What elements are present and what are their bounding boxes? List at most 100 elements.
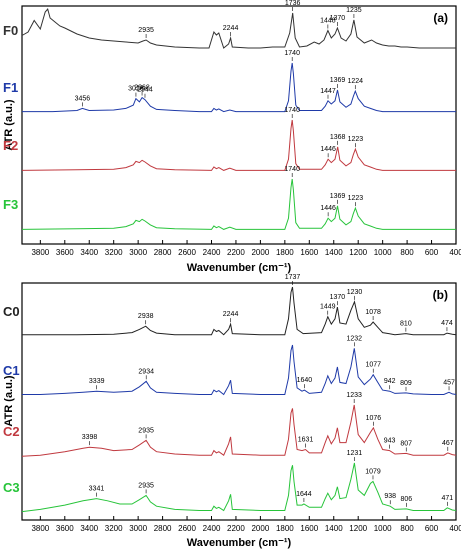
x-tick-label: 800: [400, 524, 414, 533]
x-tick-label: 3000: [129, 524, 147, 533]
peak-label: 806: [401, 496, 413, 503]
peak-label: 938: [384, 493, 396, 500]
y-axis-title: ATR (a.u.): [3, 375, 15, 426]
x-tick-label: 1400: [325, 524, 343, 533]
x-tick-label: 2000: [251, 248, 269, 257]
peak-label: 1077: [365, 362, 381, 369]
peak-label: 1368: [330, 134, 346, 141]
x-tick-label: 2800: [154, 524, 172, 533]
x-tick-label: 3600: [56, 524, 74, 533]
peak-label: 1740: [284, 50, 300, 57]
peak-label: 3456: [75, 95, 91, 102]
x-tick-label: 1600: [300, 248, 318, 257]
x-tick-label: 3800: [31, 248, 49, 257]
x-tick-label: 1000: [374, 524, 392, 533]
x-tick-label: 3600: [56, 248, 74, 257]
peak-label: 1446: [320, 146, 336, 153]
series-label-F0: F0: [3, 23, 18, 38]
series-line-F0: [21, 7, 456, 49]
peak-label: 1737: [285, 274, 301, 281]
x-tick-label: 1600: [300, 524, 318, 533]
panel-label: (a): [433, 11, 448, 25]
peak-label: 1446: [320, 205, 336, 212]
panel-a: 3800 3600 3400 3200 3000 2800 2600 2400 2200 2000…: [3, 0, 461, 274]
peak-label: 2935: [138, 27, 154, 34]
series-label-C0: C0: [3, 304, 20, 319]
series-line-C3: [21, 462, 457, 513]
x-tick-label: 2400: [203, 524, 221, 533]
panel-b: 3800 3600 3400 3200 3000 2800 2600 2400 2200 2000…: [3, 274, 461, 549]
peak-label: 809: [400, 380, 412, 387]
peak-label: 3341: [89, 486, 105, 493]
x-tick-label: 1000: [374, 248, 392, 257]
x-tick-label: 1200: [349, 524, 367, 533]
peak-label: 1369: [330, 77, 346, 84]
peak-label: 2244: [223, 311, 239, 318]
y-axis-title: ATR (a.u.): [3, 99, 15, 150]
x-tick-label: 3200: [105, 524, 123, 533]
x-tick-label: 2600: [178, 248, 196, 257]
peak-label: 1078: [365, 309, 381, 316]
peak-label: 467: [442, 440, 454, 447]
peak-label: 942: [384, 378, 396, 385]
peak-label: 2244: [223, 25, 239, 32]
x-tick-label: 2800: [154, 248, 172, 257]
x-tick-label: 3000: [129, 248, 147, 257]
x-tick-label: 1200: [349, 248, 367, 257]
peak-label: 1223: [348, 195, 364, 202]
peak-label: 1230: [347, 289, 363, 296]
plot-frame: [21, 282, 457, 521]
x-tick-label: 600: [425, 248, 439, 257]
peak-label: 1644: [296, 491, 312, 498]
peak-label: 1231: [347, 450, 363, 457]
series-line-C1: [22, 344, 457, 396]
peak-label: 2935: [138, 482, 154, 489]
peak-label: 1740: [284, 166, 300, 173]
series-line-C0: [22, 286, 457, 336]
x-tick-label: 2200: [227, 524, 245, 533]
peak-label: 3398: [82, 434, 98, 441]
peak-label: 2935: [138, 427, 154, 434]
plot-frame: [21, 5, 457, 245]
peak-label: 1740: [284, 107, 300, 114]
series-line-F1: [22, 62, 456, 113]
peak-label: 810: [400, 321, 412, 328]
peak-label: 3339: [89, 378, 105, 385]
x-tick-label: 3200: [105, 248, 123, 257]
peak-label: 2934: [138, 368, 154, 375]
peak-label: 2944: [137, 87, 153, 94]
x-tick-label: 2400: [203, 248, 221, 257]
peak-label: 943: [384, 438, 396, 445]
x-tick-label: 600: [425, 524, 439, 533]
series-label-C3: C3: [3, 480, 20, 495]
series-line-F2: [21, 119, 456, 171]
series-label-F2: F2: [3, 138, 18, 153]
x-tick-label: 2600: [178, 524, 196, 533]
panel-label: (b): [433, 288, 448, 302]
peak-label: 471: [441, 495, 453, 502]
peak-label: 1447: [320, 88, 336, 95]
peak-label: 1223: [348, 136, 364, 143]
peak-label: 1370: [330, 15, 346, 22]
peak-label: 2968: [134, 85, 150, 92]
peak-label: 1235: [346, 7, 362, 14]
peak-label: 1370: [330, 294, 346, 301]
peak-label: 1233: [346, 392, 362, 399]
x-tick-label: 400: [449, 248, 461, 257]
x-tick-label: 1800: [276, 248, 294, 257]
peak-label: 1076: [366, 415, 382, 422]
peak-label: 1631: [298, 436, 314, 443]
x-tick-label: 1400: [325, 248, 343, 257]
peak-label: 1232: [346, 335, 362, 342]
x-tick-label: 400: [449, 524, 461, 533]
x-tick-label: 2200: [227, 248, 245, 257]
peak-label: 1224: [347, 78, 363, 85]
peak-label: 1640: [297, 377, 313, 384]
x-tick-label: 3400: [80, 248, 98, 257]
x-tick-label: 2000: [251, 524, 269, 533]
x-axis-title: Wavenumber (cm⁻¹): [187, 537, 292, 549]
series-label-C2: C2: [3, 424, 20, 439]
peak-label: 1448: [320, 18, 336, 25]
peak-label: 1449: [320, 304, 336, 311]
